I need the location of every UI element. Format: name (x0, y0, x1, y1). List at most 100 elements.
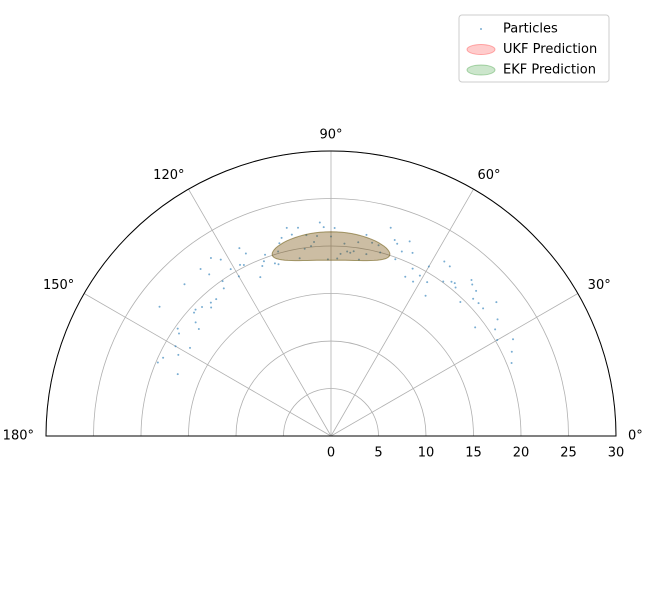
particle (475, 289, 478, 292)
particle (404, 275, 407, 278)
particle (349, 251, 352, 254)
particle (512, 338, 515, 341)
theta-tick-label: 90° (319, 128, 342, 143)
theta-tick-label: 180° (3, 429, 34, 444)
particle (210, 306, 213, 309)
particle (365, 233, 368, 236)
particle (424, 294, 427, 297)
particle (316, 235, 319, 238)
particle (400, 250, 403, 253)
particle (471, 283, 474, 286)
particle (285, 226, 288, 229)
legend-marker (466, 64, 496, 76)
particle (352, 250, 355, 253)
particle (396, 242, 399, 245)
particle (278, 242, 281, 245)
grid-spoke (188, 188, 332, 437)
particle (389, 226, 392, 229)
particle (418, 274, 421, 277)
polar-frame (45, 150, 617, 437)
particle (273, 262, 276, 265)
particle (197, 327, 200, 330)
particle (394, 258, 397, 261)
theta-tick-label: 120° (153, 168, 184, 183)
r-tick-label: 25 (560, 446, 577, 461)
particle (412, 280, 415, 283)
legend-label: EKF Prediction (503, 63, 596, 78)
particle (474, 326, 477, 329)
particle (290, 233, 293, 236)
particle (261, 265, 264, 268)
particle (510, 350, 513, 353)
particle (470, 278, 473, 281)
particle (333, 226, 336, 229)
particle (459, 301, 462, 304)
particle (244, 252, 247, 255)
particle (219, 258, 222, 261)
particle (194, 321, 197, 324)
particle (221, 280, 224, 283)
particle (222, 287, 225, 290)
particle (189, 346, 192, 349)
particle (411, 251, 414, 254)
prediction-ellipse (271, 231, 391, 262)
particle (277, 250, 280, 253)
particle (326, 258, 329, 261)
particle (208, 273, 211, 276)
particle (277, 263, 280, 266)
legend-label: Particles (503, 22, 558, 37)
particle (297, 226, 300, 229)
particle (209, 301, 212, 304)
particle (280, 236, 283, 239)
particle (453, 282, 456, 285)
particle (496, 339, 499, 342)
legend-marker (480, 28, 482, 30)
grid-spoke (330, 293, 579, 437)
particle (477, 302, 480, 305)
particle (259, 276, 262, 279)
particle (177, 353, 180, 356)
particle (510, 362, 513, 365)
legend-label: UKF Prediction (503, 42, 597, 57)
particle (346, 250, 349, 253)
theta-tick-label: 0° (628, 429, 643, 444)
particle (242, 264, 245, 267)
particle (336, 257, 339, 260)
particle (215, 298, 218, 301)
particle (357, 241, 360, 244)
particle (482, 307, 485, 310)
particle (339, 252, 342, 255)
particle (176, 327, 179, 330)
particle (494, 328, 497, 331)
particle (472, 297, 475, 300)
particle (238, 247, 241, 250)
r-tick-label: 30 (608, 446, 625, 461)
particle (495, 301, 498, 304)
grid-spoke (330, 188, 474, 437)
particle (193, 311, 196, 314)
particle (264, 253, 267, 256)
particle (305, 234, 308, 237)
particle (156, 361, 159, 364)
particle (357, 258, 360, 261)
particle (443, 260, 446, 263)
particle (162, 356, 165, 359)
r-tick-label: 5 (374, 446, 382, 461)
particle (229, 268, 232, 271)
particle (379, 251, 382, 254)
particle (239, 263, 242, 266)
r-tick-label: 0 (327, 446, 335, 461)
grid-spoke (83, 293, 332, 437)
particle (365, 253, 368, 256)
particle (371, 241, 374, 244)
legend-marker (466, 44, 496, 55)
particle (176, 373, 179, 376)
particle (411, 267, 414, 270)
particle (303, 247, 306, 250)
particle (262, 260, 265, 263)
particle (194, 308, 197, 311)
particle (209, 257, 212, 260)
r-tick-label: 10 (418, 446, 435, 461)
particle (318, 221, 321, 224)
